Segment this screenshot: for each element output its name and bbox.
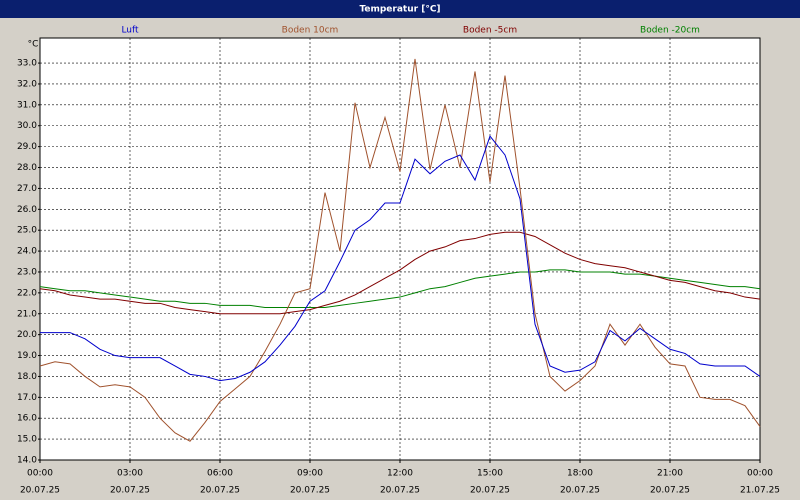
x-tick-label: 06:00 bbox=[207, 469, 233, 479]
x-tick-date: 20.07.25 bbox=[380, 486, 420, 496]
y-tick-label: 17.0 bbox=[17, 393, 37, 403]
y-tick-label: 30.0 bbox=[17, 121, 37, 131]
y-tick-label: 32.0 bbox=[17, 79, 37, 89]
y-tick-label: 22.0 bbox=[17, 288, 37, 298]
y-tick-label: 24.0 bbox=[17, 247, 37, 257]
legend-entry: Boden 10cm bbox=[282, 26, 339, 36]
x-tick-label: 00:00 bbox=[27, 469, 53, 479]
y-tick-label: 23.0 bbox=[17, 267, 37, 277]
x-tick-label: 09:00 bbox=[297, 469, 323, 479]
series-line bbox=[39, 231, 761, 315]
y-tick-label: 29.0 bbox=[17, 142, 37, 152]
y-tick-label: 31.0 bbox=[17, 100, 37, 110]
y-tick-label: 33.0 bbox=[17, 59, 37, 69]
x-tick-label: 18:00 bbox=[567, 469, 593, 479]
series-line bbox=[39, 58, 761, 442]
y-unit: °C bbox=[28, 40, 39, 50]
series-line bbox=[40, 135, 761, 382]
y-tick-label: 26.0 bbox=[17, 205, 37, 215]
x-tick-label: 00:00 bbox=[747, 469, 773, 479]
x-tick-date: 20.07.25 bbox=[20, 486, 60, 496]
series-line bbox=[39, 269, 761, 308]
legend-entry: Boden -20cm bbox=[640, 26, 700, 36]
y-tick-label: 21.0 bbox=[17, 309, 37, 319]
x-tick-date: 20.07.25 bbox=[200, 486, 240, 496]
legend-entry: Luft bbox=[121, 26, 139, 36]
x-tick-label: 12:00 bbox=[387, 469, 413, 479]
x-tick-label: 21:00 bbox=[657, 469, 683, 479]
x-tick-date: 20.07.25 bbox=[470, 486, 510, 496]
y-tick-label: 20.0 bbox=[17, 330, 37, 340]
y-tick-label: 16.0 bbox=[17, 414, 37, 424]
x-tick-date: 20.07.25 bbox=[560, 486, 600, 496]
x-tick-date: 20.07.25 bbox=[290, 486, 330, 496]
x-tick-label: 03:00 bbox=[117, 469, 143, 479]
x-tick-date: 20.07.25 bbox=[110, 486, 150, 496]
y-tick-label: 14.0 bbox=[17, 456, 37, 466]
x-tick-label: 15:00 bbox=[477, 469, 503, 479]
y-tick-label: 15.0 bbox=[17, 435, 37, 445]
legend-entry: Boden -5cm bbox=[463, 26, 517, 36]
chart-title: Temperatur [°C] bbox=[359, 5, 440, 15]
y-tick-label: 18.0 bbox=[17, 372, 37, 382]
x-tick-date: 21.07.25 bbox=[740, 486, 780, 496]
y-tick-label: 25.0 bbox=[17, 226, 37, 236]
y-tick-label: 19.0 bbox=[17, 351, 37, 361]
x-tick-date: 20.07.25 bbox=[650, 486, 690, 496]
title-bar bbox=[0, 0, 800, 18]
plot-area bbox=[39, 37, 761, 461]
y-tick-label: 27.0 bbox=[17, 184, 37, 194]
y-tick-label: 28.0 bbox=[17, 163, 37, 173]
